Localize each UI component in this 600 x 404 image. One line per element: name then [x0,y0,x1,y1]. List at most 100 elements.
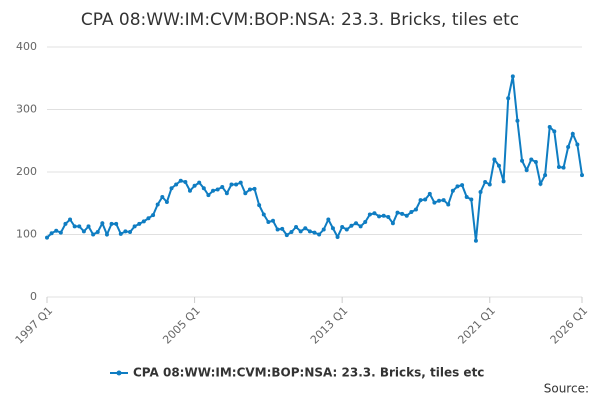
data-point [358,224,363,229]
data-point [261,212,266,217]
data-point [104,232,109,237]
data-point [349,223,354,228]
data-point [556,165,561,169]
data-point [529,157,534,162]
data-point [543,173,548,178]
data-point [100,221,105,226]
data-point [128,230,133,234]
data-point [510,74,515,79]
y-tick-label: 200 [16,165,37,178]
data-point [192,183,197,188]
y-tick-label: 400 [16,40,37,53]
data-point [284,233,289,238]
data-point [533,160,538,164]
data-point [206,193,211,198]
data-point [409,210,414,214]
data-point [141,219,146,224]
data-point [496,163,501,168]
data-point [183,180,188,184]
data-point [137,221,142,226]
data-point [58,230,63,235]
data-point [303,226,308,231]
data-point [164,200,169,204]
data-point [266,220,271,224]
data-point [524,168,529,173]
data-point [487,182,492,187]
data-point [552,129,557,134]
data-point [174,182,179,187]
data-point [400,211,405,216]
data-point [81,229,86,234]
x-tick-label: 2005 Q1 [160,304,203,347]
data-point [492,157,497,162]
data-point [455,184,460,189]
data-point [386,215,391,219]
x-tick-label: 1997 Q1 [13,304,56,347]
data-point [197,180,202,185]
data-point [63,221,68,226]
data-point [390,221,395,226]
data-point [473,238,478,243]
data-point [367,212,372,217]
data-point [515,118,520,123]
data-point [575,142,580,147]
data-point [404,213,409,218]
data-point [377,214,382,219]
x-tick-label: 2021 Q1 [455,304,498,347]
data-point [317,232,322,237]
data-point [54,228,59,233]
data-point [307,229,312,234]
data-point [169,186,174,191]
data-point [178,178,183,183]
source-label: Source: [544,382,589,396]
data-point [220,185,225,189]
series-line [46,76,583,241]
data-point [469,197,474,202]
data-point [381,213,386,218]
data-point [77,224,82,229]
legend-label: CPA 08:WW:IM:CVM:BOP:NSA: 23.3. Bricks, … [133,366,484,380]
data-point [201,186,206,191]
data-point [335,235,340,239]
data-point [298,229,303,234]
y-tick-label: 100 [16,228,37,241]
data-point [294,225,299,229]
data-point [155,202,160,207]
data-point [340,225,345,229]
data-point [432,200,437,205]
data-point [321,227,326,232]
data-point [446,202,451,207]
data-point [45,235,49,240]
data-point [68,217,73,222]
y-tick-label: 0 [30,290,37,303]
data-point [257,203,262,208]
data-point [132,224,137,229]
data-point [252,186,257,191]
data-point [354,221,359,226]
data-point [423,197,428,202]
data-point [538,181,543,186]
data-point [118,231,123,236]
data-point [326,217,331,222]
data-point [86,224,91,229]
data-point [123,229,128,234]
data-point [363,220,368,224]
data-point [270,218,275,223]
data-point [441,198,446,203]
data-point [427,191,432,196]
data-point [109,221,114,226]
data-point [146,216,151,221]
chart-title: CPA 08:WW:IM:CVM:BOP:NSA: 23.3. Bricks, … [81,10,519,30]
legend-marker [116,370,122,376]
data-point [561,165,566,170]
data-point [247,187,252,192]
data-point [95,230,100,234]
data-point [478,190,483,194]
data-point [215,187,220,192]
data-point [566,145,571,149]
data-point [580,173,584,178]
data-point [312,230,317,235]
data-point [187,188,192,193]
data-point [114,221,119,226]
